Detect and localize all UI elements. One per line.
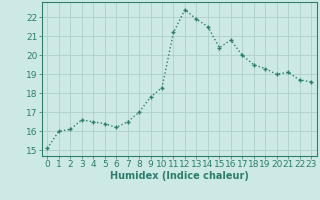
- X-axis label: Humidex (Indice chaleur): Humidex (Indice chaleur): [110, 171, 249, 181]
